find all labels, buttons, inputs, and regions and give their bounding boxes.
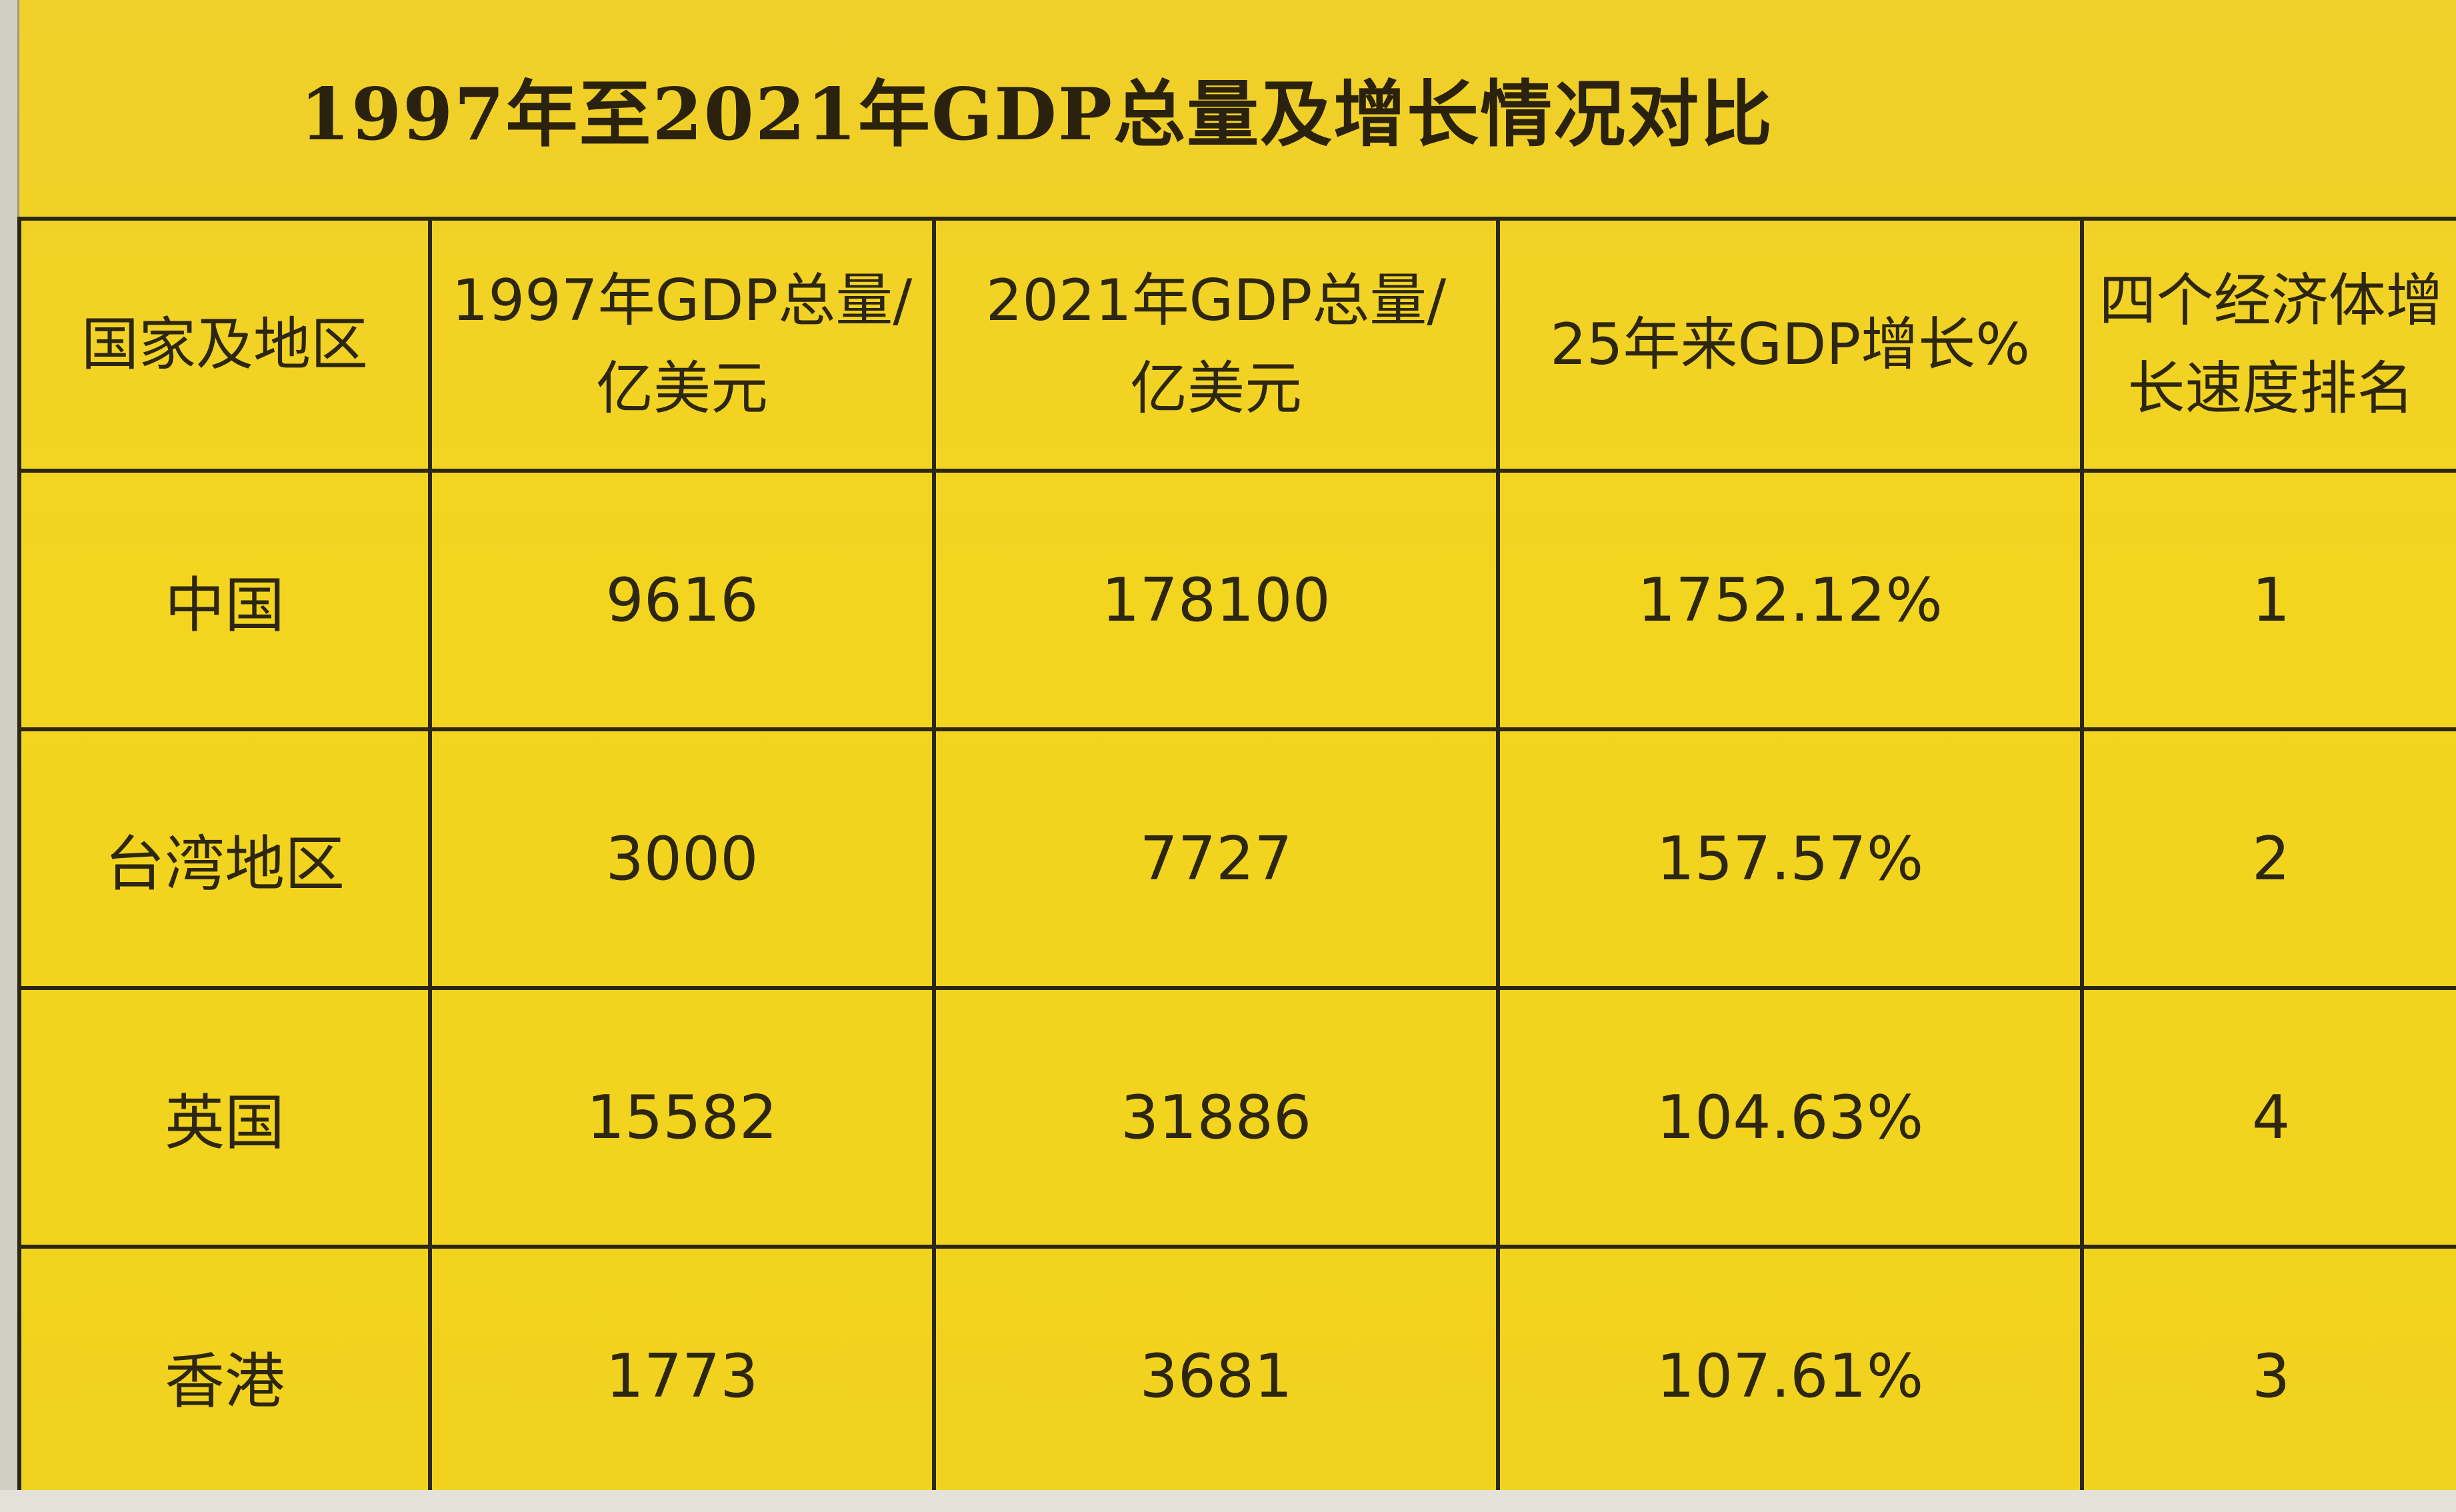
title-cell[interactable]: 1997年至2021年GDP总量及增长情况对比: [17, 0, 2456, 217]
header-line: 长速度排名: [2127, 355, 2415, 422]
cell-gdp-2021[interactable]: 178100: [932, 469, 1500, 731]
cell-gdp-1997[interactable]: 3000: [428, 727, 936, 990]
header-line: 25年来GDP增长%: [1550, 311, 2030, 378]
cell-region[interactable]: 台湾地区: [17, 727, 432, 990]
header-line: 国家及地区: [81, 311, 368, 378]
gdp-table: 国家及地区 1997年GDP总量/ 亿美元 2021年GDP总量/ 亿美元 25…: [17, 217, 2456, 1507]
table-title: 1997年至2021年GDP总量及增长情况对比: [299, 72, 1774, 157]
header-line: 2021年GDP总量/: [985, 267, 1447, 334]
header-cell-growth[interactable]: 25年来GDP增长%: [1496, 217, 2084, 473]
cell-growth[interactable]: 104.63%: [1496, 986, 2084, 1249]
table-row: 中国 9616 178100 1752.12% 1: [17, 469, 2456, 731]
cell-gdp-2021[interactable]: 7727: [932, 727, 1500, 990]
table-row: 香港 1773 3681 107.61% 3: [17, 1245, 2456, 1507]
header-cell-gdp-1997[interactable]: 1997年GDP总量/ 亿美元: [428, 217, 936, 473]
cell-growth[interactable]: 1752.12%: [1496, 469, 2084, 731]
header-cell-rank[interactable]: 四个经济体增 长速度排名: [2080, 217, 2456, 473]
header-line: 亿美元: [1130, 355, 1302, 422]
cell-growth[interactable]: 157.57%: [1496, 727, 2084, 990]
table-row: 英国 15582 31886 104.63% 4: [17, 986, 2456, 1249]
cell-gdp-1997[interactable]: 1773: [428, 1245, 936, 1507]
header-cell-region[interactable]: 国家及地区: [17, 217, 432, 473]
cell-gdp-2021[interactable]: 31886: [932, 986, 1500, 1249]
header-line: 四个经济体增: [2099, 267, 2443, 334]
cell-region[interactable]: 香港: [17, 1245, 432, 1507]
cell-gdp-1997[interactable]: 9616: [428, 469, 936, 731]
cell-gdp-1997[interactable]: 15582: [428, 986, 936, 1249]
header-line: 亿美元: [596, 355, 768, 422]
cell-gdp-2021[interactable]: 3681: [932, 1245, 1500, 1507]
header-line: 1997年GDP总量/: [451, 267, 913, 334]
cell-region[interactable]: 英国: [17, 986, 432, 1249]
table-row: 台湾地区 3000 7727 157.57% 2: [17, 727, 2456, 990]
header-cell-gdp-2021[interactable]: 2021年GDP总量/ 亿美元: [932, 217, 1500, 473]
header-row: 国家及地区 1997年GDP总量/ 亿美元 2021年GDP总量/ 亿美元 25…: [17, 217, 2456, 473]
cell-region[interactable]: 中国: [17, 469, 432, 731]
cell-rank[interactable]: 4: [2080, 986, 2456, 1249]
cell-growth[interactable]: 107.61%: [1496, 1245, 2084, 1507]
cell-rank[interactable]: 2: [2080, 727, 2456, 990]
sheet-bottom-edge: [0, 1490, 2456, 1512]
cell-rank[interactable]: 3: [2080, 1245, 2456, 1507]
row-header-strip: [0, 0, 19, 1512]
cell-rank[interactable]: 1: [2080, 469, 2456, 731]
